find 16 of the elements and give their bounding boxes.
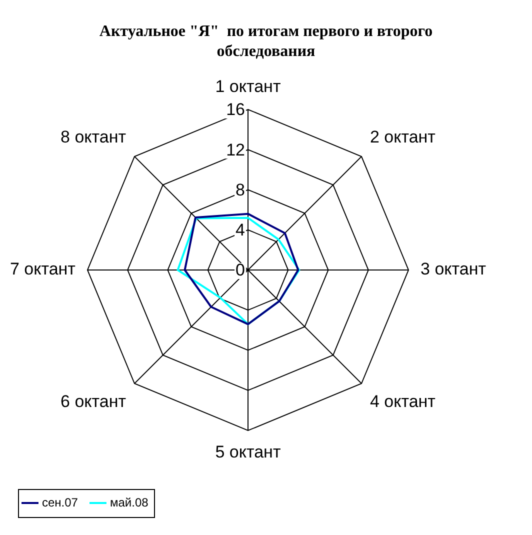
legend-label: май.08 bbox=[110, 495, 149, 510]
y-tick-label: 4 bbox=[236, 220, 245, 240]
y-tick-label: 0 bbox=[236, 260, 245, 280]
y-tick-label: 8 bbox=[236, 180, 245, 200]
chart-title: Актуальное "Я" по итогам первого и второго обследования bbox=[98, 22, 434, 62]
legend-label: сен.07 bbox=[42, 495, 78, 510]
spoke-label: 7 октант bbox=[10, 260, 76, 279]
spoke-label: 3 октант bbox=[420, 260, 486, 279]
spoke-label: 2 октант bbox=[370, 128, 436, 146]
y-tick-label: 12 bbox=[226, 140, 245, 160]
spoke-label: 8 октант bbox=[60, 128, 126, 146]
spoke-label: 4 октант bbox=[370, 392, 436, 411]
spoke-label: 6 октант bbox=[60, 392, 126, 411]
y-tick-label: 16 bbox=[226, 100, 245, 120]
spoke-label: 1 октант bbox=[215, 76, 281, 96]
spoke-label: 5 октант bbox=[215, 442, 281, 462]
